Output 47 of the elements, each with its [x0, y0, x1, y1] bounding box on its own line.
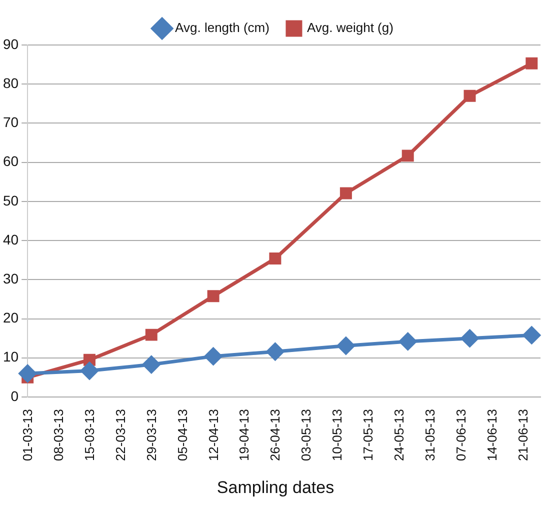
point: [142, 356, 160, 374]
point: [399, 332, 417, 350]
y-tick-label: 10: [2, 348, 19, 365]
x-axis-title: Sampling dates: [216, 478, 336, 498]
x-tick-label: 10-05-13: [330, 409, 345, 462]
point: [83, 354, 96, 366]
x-tick-label: 24-05-13: [392, 409, 407, 462]
y-tick-label: 0: [10, 388, 19, 404]
point: [80, 362, 98, 380]
x-tick-label: 31-05-13: [422, 409, 438, 462]
point: [18, 364, 36, 382]
point: [464, 90, 476, 102]
point: [145, 328, 158, 341]
y-tick-label: 30: [2, 270, 19, 287]
x-tick-label: 07-06-13: [453, 409, 468, 462]
point: [461, 330, 478, 348]
legend-label: Avg. weight (g): [306, 20, 394, 36]
point: [269, 252, 282, 265]
point: [204, 348, 222, 366]
y-tick-label: 90: [2, 36, 19, 52]
point: [340, 187, 352, 200]
point: [266, 342, 284, 360]
point: [526, 57, 538, 70]
point: [522, 326, 540, 344]
x-tick-label: 14-06-13: [484, 409, 500, 462]
x-tick-label: 05-04-13: [174, 409, 190, 462]
x-tick-label: 21-06-13: [515, 409, 530, 462]
x-tick-label: 29-03-13: [144, 409, 159, 462]
point: [337, 337, 355, 355]
x-tick-label: 08-03-13: [51, 409, 66, 462]
x-tick-label: 01-03-13: [20, 409, 36, 462]
y-tick-label: 70: [2, 114, 19, 130]
x-tick-label: 19-04-13: [236, 409, 252, 462]
x-tick-label: 26-04-13: [268, 409, 283, 462]
legend-label: Avg. length (cm): [175, 20, 270, 36]
point: [402, 150, 414, 162]
x-tick-label: 12-04-13: [206, 409, 221, 462]
y-tick-label: 50: [2, 192, 19, 208]
point: [207, 290, 220, 302]
y-tick-label: 20: [2, 310, 19, 326]
y-tick-label: 80: [2, 74, 19, 91]
y-tick-label: 60: [2, 153, 19, 170]
y-tick-label: 40: [2, 231, 19, 248]
x-tick-label: 22-03-13: [112, 409, 128, 462]
x-tick-label: 03-05-13: [298, 409, 314, 462]
x-tick-label: 17-05-13: [360, 409, 376, 462]
x-tick-label: 15-03-13: [82, 409, 97, 462]
